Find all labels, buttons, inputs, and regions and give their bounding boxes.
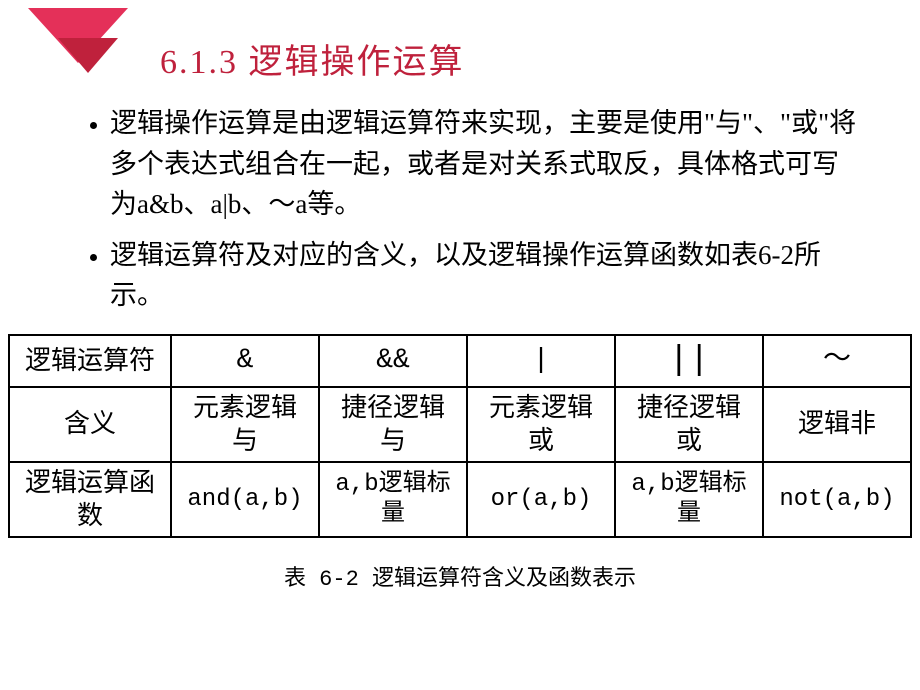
cell-function: a,b逻辑标量 (319, 462, 467, 537)
bullet-item: 逻辑操作运算是由逻辑运算符来实现，主要是使用"与"、"或"将多个表达式组合在一起… (110, 103, 860, 225)
table-row: 逻辑运算符 & && | || ～ (9, 335, 911, 388)
bullet-item: 逻辑运算符及对应的含义，以及逻辑操作运算函数如表6-2所示。 (110, 235, 860, 316)
cell-meaning: 逻辑非 (763, 387, 911, 462)
row-header: 逻辑运算函数 (9, 462, 171, 537)
cell-meaning: 捷径逻辑与 (319, 387, 467, 462)
cell-meaning: 捷径逻辑或 (615, 387, 763, 462)
cell-operator: ～ (763, 335, 911, 388)
cell-meaning: 元素逻辑与 (171, 387, 319, 462)
table-row: 逻辑运算函数 and(a,b) a,b逻辑标量 or(a,b) a,b逻辑标量 … (9, 462, 911, 537)
cell-operator: | (467, 335, 615, 388)
row-header: 含义 (9, 387, 171, 462)
bullet-list: 逻辑操作运算是由逻辑运算符来实现，主要是使用"与"、"或"将多个表达式组合在一起… (70, 103, 860, 316)
section-title: 6.1.3 逻辑操作运算 (160, 34, 920, 83)
cell-function: or(a,b) (467, 462, 615, 537)
cell-meaning: 元素逻辑或 (467, 387, 615, 462)
table-row: 含义 元素逻辑与 捷径逻辑与 元素逻辑或 捷径逻辑或 逻辑非 (9, 387, 911, 462)
inner-triangle (58, 38, 118, 73)
logic-operators-table: 逻辑运算符 & && | || ～ 含义 元素逻辑与 捷径逻辑与 元素逻辑或 捷… (8, 334, 912, 539)
cell-function: not(a,b) (763, 462, 911, 537)
cell-operator: & (171, 335, 319, 388)
row-header: 逻辑运算符 (9, 335, 171, 388)
cell-function: a,b逻辑标量 (615, 462, 763, 537)
triangle-logo-icon (28, 8, 148, 98)
table-caption: 表 6-2 逻辑运算符含义及函数表示 (0, 560, 920, 592)
cell-function: and(a,b) (171, 462, 319, 537)
cell-operator: && (319, 335, 467, 388)
cell-operator: || (615, 335, 763, 388)
slide-logo (28, 8, 148, 103)
